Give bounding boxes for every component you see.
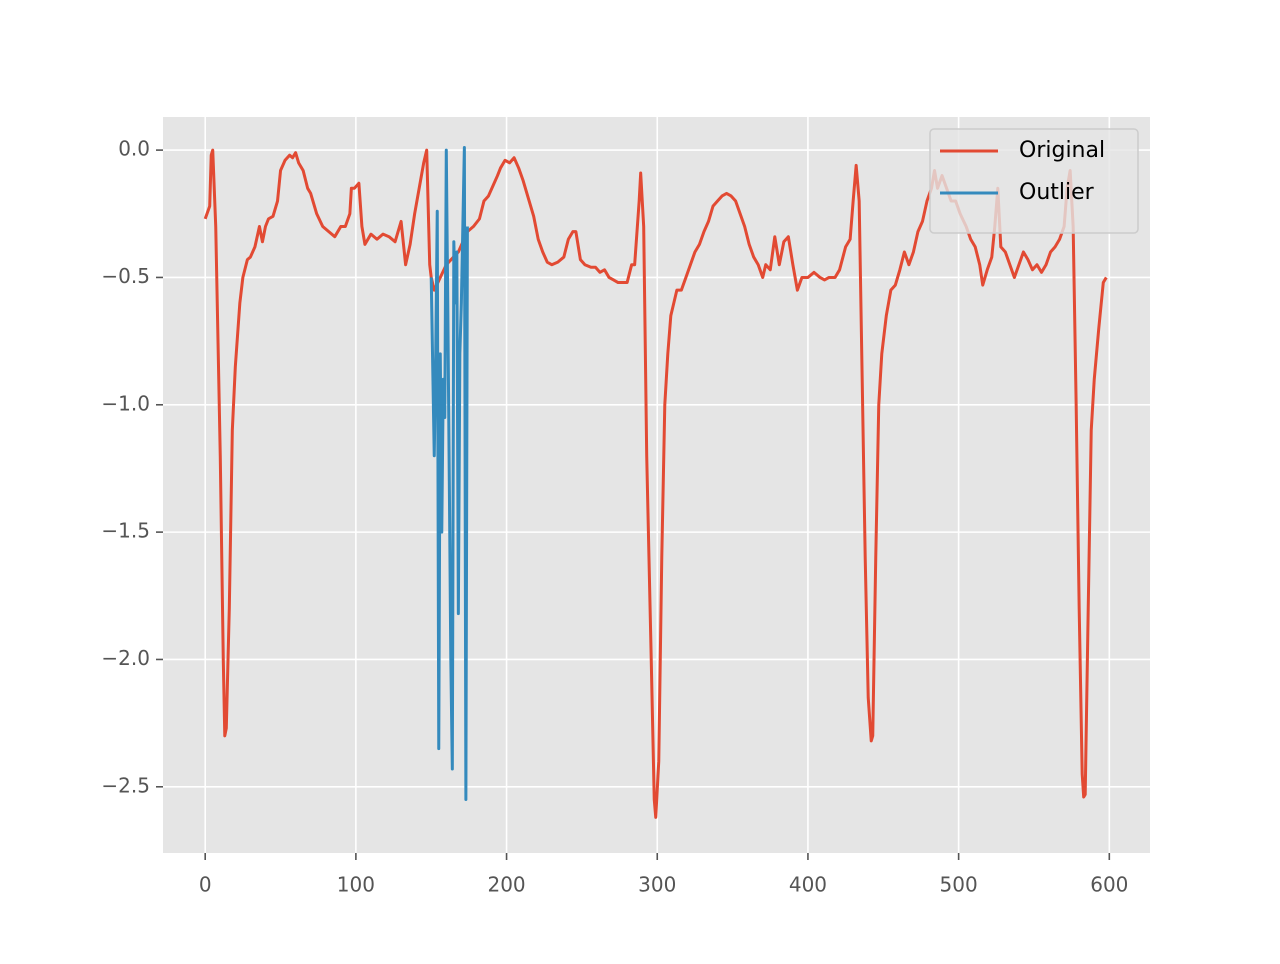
x-tick-label: 200 [487,873,525,897]
y-tick-label: −2.0 [101,646,150,670]
y-tick-label: −0.5 [101,264,150,288]
y-tick-label: −2.5 [101,773,150,797]
x-tick-label: 100 [337,873,375,897]
legend-box [929,128,1139,234]
x-tick-label: 300 [638,873,676,897]
x-tick-label: 600 [1090,873,1128,897]
legend-label: Original [1019,138,1105,163]
series-line [429,146,469,802]
y-tick-label: 0.0 [118,137,150,161]
x-tick-label: 400 [789,873,827,897]
legend-label: Outlier [1019,180,1095,205]
y-tick-label: −1.0 [101,391,150,415]
x-tick-label: 0 [199,873,212,897]
series-line [203,148,1108,819]
x-tick-label: 500 [940,873,978,897]
y-tick-label: −1.5 [101,519,150,543]
